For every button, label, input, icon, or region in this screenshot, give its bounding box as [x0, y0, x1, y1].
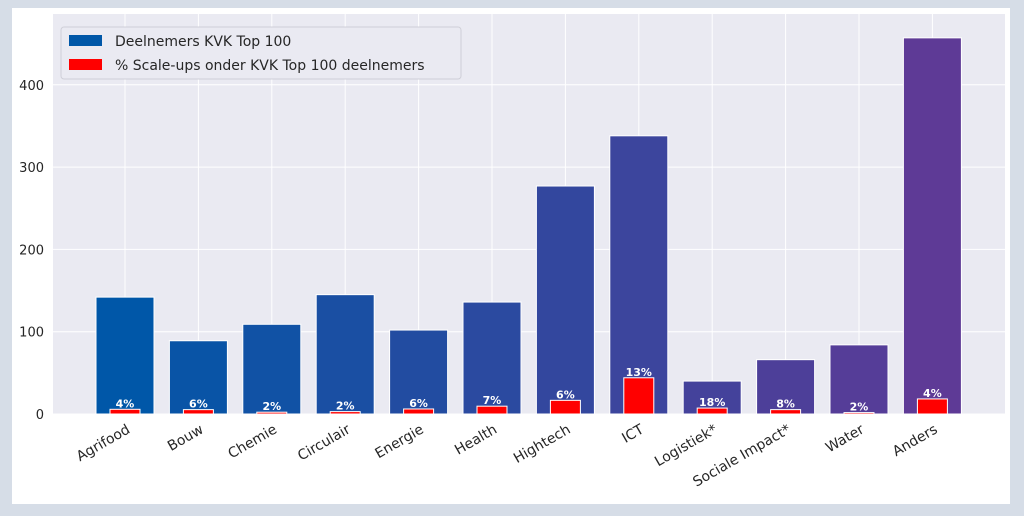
data-label: 13%	[626, 366, 652, 379]
x-tick-label: Circulair	[295, 421, 353, 464]
x-tick-label: Chemie	[226, 422, 280, 463]
bar-deelnemers	[609, 135, 669, 415]
legend-label-scaleups: % Scale-ups onder KVK Top 100 deelnemers	[115, 58, 425, 74]
bar-scaleups	[696, 407, 728, 415]
y-tick-label: 400	[19, 79, 44, 94]
data-label: 7%	[483, 394, 502, 407]
data-label: 2%	[336, 400, 355, 413]
bar-scaleups	[916, 398, 948, 415]
data-label: 6%	[556, 388, 575, 401]
bar-deelnemers	[462, 301, 522, 415]
bar-scaleups	[256, 411, 288, 415]
y-tick-label: 300	[19, 161, 44, 176]
x-tick-label: Agrifood	[74, 422, 133, 465]
x-tick-label: Energie	[372, 422, 426, 462]
data-label: 2%	[262, 400, 281, 413]
bar-deelnemers	[535, 185, 595, 415]
legend-label-deelnemers: Deelnemers KVK Top 100	[115, 34, 291, 50]
bar-scaleups	[182, 409, 214, 415]
y-tick-label: 100	[19, 326, 44, 341]
legend-box	[60, 26, 462, 80]
bar-scaleups	[770, 409, 802, 415]
x-tick-label: ICT	[619, 421, 647, 446]
bar-scaleups	[109, 408, 141, 415]
x-tick-label: Bouw	[165, 422, 206, 455]
y-tick-label: 200	[19, 243, 44, 258]
bar-deelnemers	[829, 344, 889, 415]
data-label: 4%	[923, 387, 942, 400]
data-label: 18%	[699, 396, 725, 409]
data-label: 6%	[189, 398, 208, 411]
x-tick-label: Water	[823, 421, 867, 456]
x-tick-label: Hightech	[511, 422, 573, 467]
bars	[95, 37, 962, 415]
data-label: 6%	[409, 397, 428, 410]
data-label: 8%	[776, 398, 795, 411]
x-tick-label: Logistiek*	[652, 422, 720, 471]
data-label: 4%	[116, 397, 135, 410]
bar-scaleups	[623, 377, 655, 415]
bar-scaleups	[843, 412, 875, 415]
bar-deelnemers	[95, 296, 155, 415]
bar-deelnemers	[389, 329, 449, 415]
bar-scaleups	[403, 408, 435, 415]
bar-scaleups	[549, 399, 581, 415]
bar-deelnemers	[168, 340, 228, 415]
bar-deelnemers	[756, 359, 816, 415]
legend: Deelnemers KVK Top 100 % Scale-ups onder…	[60, 26, 462, 80]
legend-swatch-scaleups	[69, 59, 102, 70]
bar-deelnemers	[242, 323, 302, 415]
legend-swatch-deelnemers	[69, 35, 102, 46]
bar-scaleups	[476, 405, 508, 415]
x-tick-label: Health	[452, 422, 500, 459]
x-tick-label: Anders	[890, 422, 940, 460]
data-label: 2%	[850, 401, 869, 414]
y-tick-label: 0	[36, 408, 44, 423]
bar-deelnemers	[315, 294, 375, 415]
bar-deelnemers	[902, 37, 962, 415]
bar-scaleups	[329, 411, 361, 415]
